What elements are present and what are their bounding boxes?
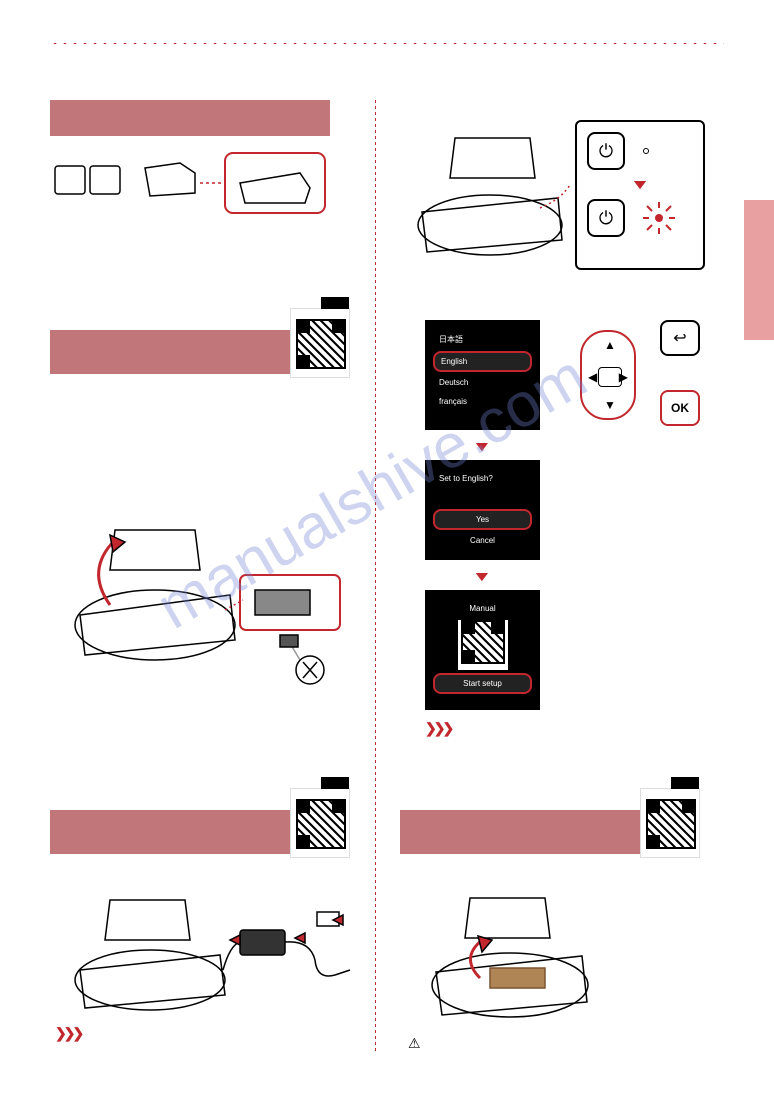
manual-title: Manual xyxy=(433,600,532,617)
back-button[interactable]: ↩ xyxy=(660,320,700,356)
side-tab xyxy=(744,200,774,340)
power-button-panel: ⏻ ▼ ⏻ xyxy=(575,120,705,270)
ok-button[interactable]: OK xyxy=(660,390,700,426)
lang-option-de[interactable]: Deutsch xyxy=(433,374,532,391)
language-screen: 日本語 English Deutsch français xyxy=(425,320,540,430)
chevron-continue-2: ❯❯❯ xyxy=(425,720,451,737)
printer-power-on-illust xyxy=(400,130,570,270)
dotted-separator-top xyxy=(50,40,724,44)
power-button-top[interactable]: ⏻ xyxy=(587,132,625,170)
ink-tanks-illust xyxy=(50,148,330,218)
column-divider xyxy=(375,100,376,1053)
section2-qr xyxy=(290,308,350,378)
confirm-cancel[interactable]: Cancel xyxy=(433,532,532,549)
lang-option-fr[interactable]: français xyxy=(433,393,532,410)
section1-header xyxy=(50,100,330,136)
section2-header xyxy=(50,330,330,374)
section3-qr xyxy=(290,788,350,858)
manual-screen: Manual Start setup xyxy=(425,590,540,710)
manual-qr xyxy=(458,620,508,670)
power-button-bottom[interactable]: ⏻ xyxy=(587,199,625,237)
printer-power-illust xyxy=(55,890,355,1020)
chevron-down-2: ▼ xyxy=(472,568,493,584)
lang-option-jp[interactable]: 日本語 xyxy=(433,330,532,349)
confirm-screen: Set to English? Yes Cancel xyxy=(425,460,540,560)
printer-open-illust xyxy=(55,520,345,690)
led-burst-icon xyxy=(639,198,679,238)
confirm-yes[interactable]: Yes xyxy=(433,509,532,530)
printer-head-cover-illust xyxy=(410,890,640,1030)
dpad[interactable]: ▲ ▼ ◀ ▶ xyxy=(580,330,636,420)
manual-start[interactable]: Start setup xyxy=(433,673,532,694)
section3-header xyxy=(50,810,330,854)
section4-header xyxy=(400,810,680,854)
lang-option-en[interactable]: English xyxy=(433,351,532,372)
section4-qr xyxy=(640,788,700,858)
status-led-off xyxy=(643,148,649,154)
confirm-title: Set to English? xyxy=(433,470,532,487)
chevron-down-1: ▼ xyxy=(472,438,493,454)
chevron-continue-1: ❯❯❯ xyxy=(55,1025,81,1042)
caution-icon: ⚠ xyxy=(408,1035,421,1052)
